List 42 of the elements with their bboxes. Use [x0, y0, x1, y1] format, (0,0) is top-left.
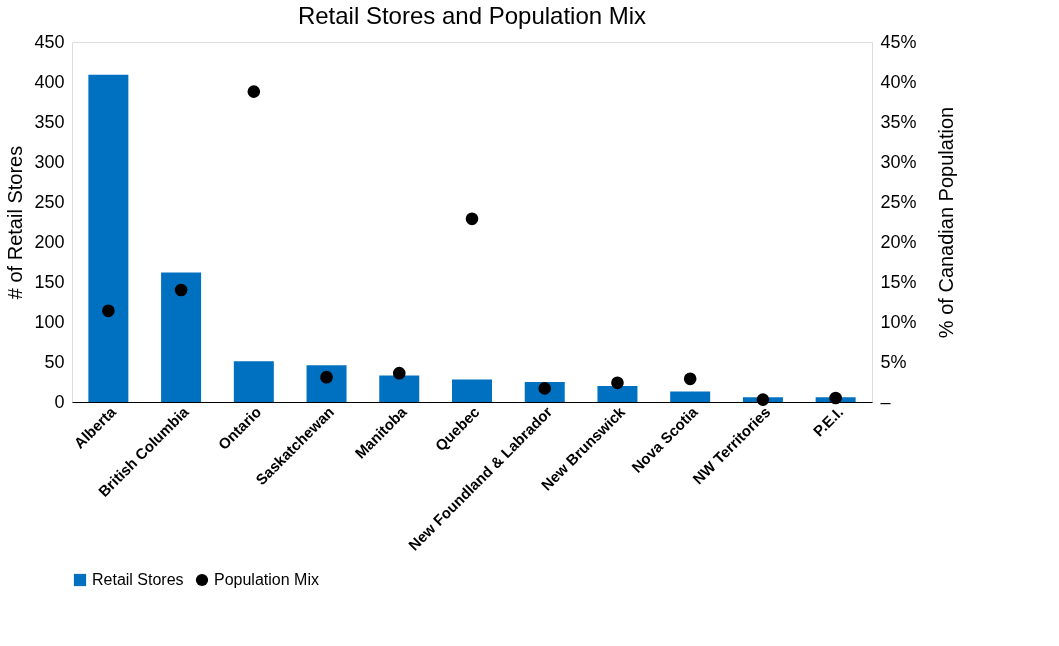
- y2-tick-label: 25%: [880, 191, 917, 212]
- chart-title: Retail Stores and Population Mix: [297, 2, 647, 29]
- point: [683, 372, 697, 386]
- y2-axis-title: % of Canadian Population: [934, 106, 957, 339]
- y2-tick-label: –: [880, 391, 891, 412]
- y-tick-label: 100: [34, 311, 65, 332]
- bar: [88, 74, 129, 402]
- point: [465, 212, 479, 226]
- y-tick-label: 0: [54, 391, 65, 412]
- y-tick-label: 150: [34, 271, 65, 292]
- point: [611, 376, 624, 390]
- point: [392, 366, 406, 380]
- y2-tick-label: 45%: [880, 31, 917, 52]
- legend-label: Retail Stores: [92, 571, 184, 588]
- y2-tick-label: 20%: [880, 231, 917, 252]
- y-axis-title: # of Retail Stores: [4, 145, 27, 300]
- point: [102, 304, 115, 318]
- y-tick-label: 350: [34, 111, 65, 132]
- bar: [161, 272, 202, 402]
- point: [247, 85, 261, 98]
- legend-label: Population Mix: [214, 571, 319, 588]
- bar: [670, 391, 711, 402]
- bar: [306, 365, 347, 402]
- y-tick-label: 250: [34, 191, 65, 212]
- y2-tick-label: 5%: [880, 351, 907, 372]
- y2-tick-label: 15%: [880, 271, 917, 292]
- y-tick-label: 400: [34, 71, 65, 92]
- point: [756, 393, 770, 406]
- bar: [233, 361, 274, 402]
- y2-tick-label: 30%: [880, 151, 917, 172]
- y2-tick-label: 10%: [880, 311, 917, 332]
- y-tick-label: 50: [44, 351, 65, 372]
- y-tick-label: 300: [34, 151, 65, 172]
- y2-tick-label: 40%: [880, 71, 917, 92]
- point: [174, 283, 188, 297]
- y-tick-label: 450: [34, 31, 65, 52]
- bar: [452, 379, 492, 402]
- bar: [379, 375, 420, 402]
- y2-tick-label: 35%: [880, 111, 917, 132]
- bar: [597, 386, 638, 402]
- y-tick-label: 200: [34, 231, 65, 252]
- point: [829, 391, 842, 405]
